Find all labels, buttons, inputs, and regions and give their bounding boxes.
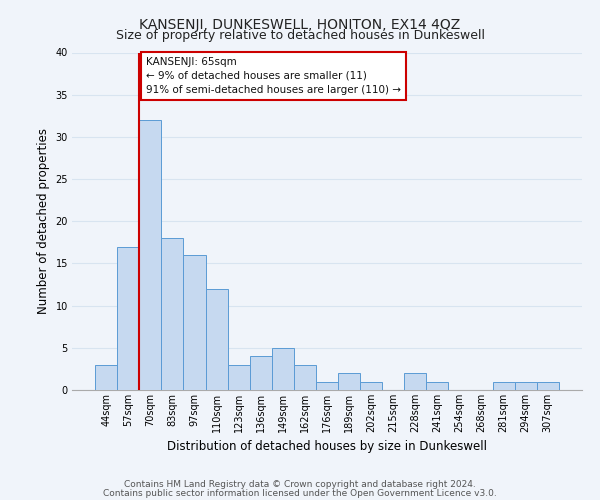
Text: Contains public sector information licensed under the Open Government Licence v3: Contains public sector information licen… bbox=[103, 488, 497, 498]
Bar bbox=[338, 373, 360, 390]
Bar bbox=[404, 373, 427, 390]
Y-axis label: Number of detached properties: Number of detached properties bbox=[37, 128, 50, 314]
Bar bbox=[537, 382, 559, 390]
Bar bbox=[117, 246, 139, 390]
Bar bbox=[360, 382, 382, 390]
Bar bbox=[206, 289, 227, 390]
Bar bbox=[294, 364, 316, 390]
Bar bbox=[139, 120, 161, 390]
Bar bbox=[161, 238, 184, 390]
Bar bbox=[95, 364, 117, 390]
X-axis label: Distribution of detached houses by size in Dunkeswell: Distribution of detached houses by size … bbox=[167, 440, 487, 454]
Bar bbox=[493, 382, 515, 390]
Bar bbox=[427, 382, 448, 390]
Text: Contains HM Land Registry data © Crown copyright and database right 2024.: Contains HM Land Registry data © Crown c… bbox=[124, 480, 476, 489]
Text: Size of property relative to detached houses in Dunkeswell: Size of property relative to detached ho… bbox=[115, 29, 485, 42]
Text: KANSENJI, DUNKESWELL, HONITON, EX14 4QZ: KANSENJI, DUNKESWELL, HONITON, EX14 4QZ bbox=[139, 18, 461, 32]
Bar bbox=[184, 255, 206, 390]
Bar bbox=[227, 364, 250, 390]
Bar bbox=[272, 348, 294, 390]
Text: KANSENJI: 65sqm
← 9% of detached houses are smaller (11)
91% of semi-detached ho: KANSENJI: 65sqm ← 9% of detached houses … bbox=[146, 56, 401, 94]
Bar bbox=[515, 382, 537, 390]
Bar bbox=[250, 356, 272, 390]
Bar bbox=[316, 382, 338, 390]
